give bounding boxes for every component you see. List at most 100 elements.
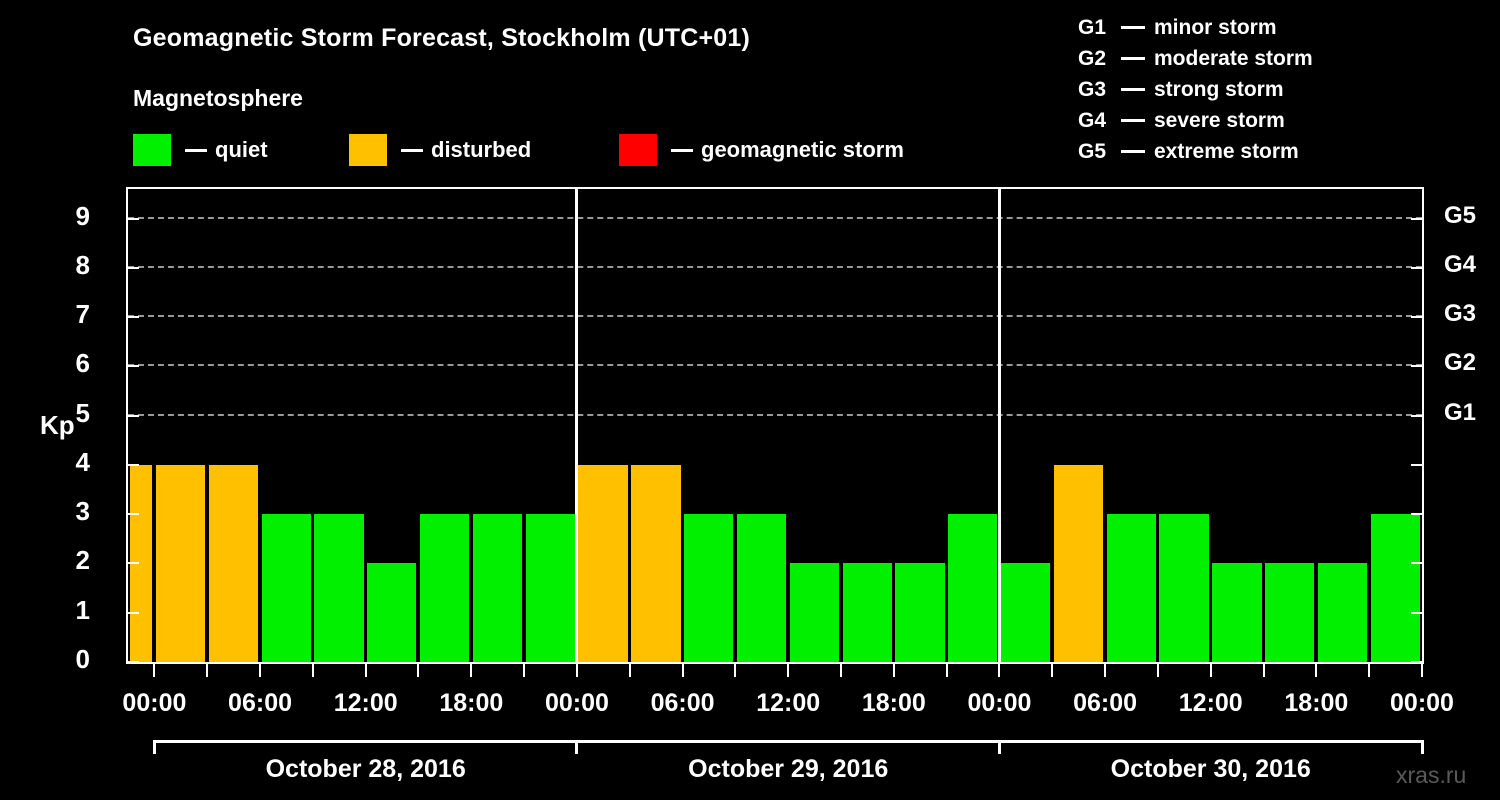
bar xyxy=(1000,563,1051,662)
g-legend-dash-icon xyxy=(1121,150,1145,153)
y-axis-tick-right xyxy=(1411,463,1422,466)
x-axis-tick xyxy=(681,664,684,677)
x-axis-tick xyxy=(1051,664,1054,677)
g-legend-text: minor storm xyxy=(1154,15,1277,39)
x-axis-label: 06:00 xyxy=(228,689,293,717)
bar xyxy=(1106,514,1156,662)
bar xyxy=(1159,514,1209,662)
y-axis-tick xyxy=(128,266,139,269)
right-axis-label-g4: G4 xyxy=(1444,250,1477,278)
plot-area xyxy=(126,187,1424,664)
bar xyxy=(208,464,259,662)
y-axis-tick-right xyxy=(1411,611,1422,614)
legend-item-2: geomagnetic storm xyxy=(619,133,904,167)
y-axis-tick-right xyxy=(1411,365,1422,368)
bar xyxy=(472,514,523,662)
y-axis-tick-right xyxy=(1411,316,1422,319)
x-axis-tick xyxy=(945,664,948,677)
x-axis-tick xyxy=(206,664,209,677)
day-separator xyxy=(575,189,579,662)
x-axis-tick xyxy=(1262,664,1265,677)
y-axis-label-6: 6 xyxy=(75,348,90,379)
bar xyxy=(419,514,470,662)
y-axis-tick xyxy=(128,414,139,417)
g-legend-code: G2 xyxy=(1078,46,1107,70)
g-legend-code: G1 xyxy=(1078,15,1107,39)
bar xyxy=(1053,464,1104,662)
g-legend-text: severe storm xyxy=(1154,108,1285,132)
y-axis-tick-right xyxy=(1411,414,1422,417)
x-axis-tick xyxy=(1368,664,1371,677)
y-axis-tick xyxy=(128,513,139,516)
g-legend-row-g1: G1 minor storm xyxy=(1078,12,1313,43)
legend-swatch-quiet xyxy=(133,134,171,166)
day-separator xyxy=(997,189,1001,662)
x-axis-tick xyxy=(1421,664,1423,677)
chart-subtitle: Magnetosphere xyxy=(133,85,303,111)
bar xyxy=(1212,563,1262,662)
legend-item-0: quiet xyxy=(133,133,268,167)
x-axis-label: 12:00 xyxy=(756,689,821,717)
y-axis-tick xyxy=(128,365,139,368)
g-scale-legend: G1 minor storm G2 moderate storm G3 strong st… xyxy=(1078,12,1313,167)
gridline-kp-7 xyxy=(128,315,1422,318)
g-legend-code: G5 xyxy=(1078,139,1107,163)
y-axis-label-2: 2 xyxy=(75,545,90,576)
day-bracket-line xyxy=(576,740,1000,743)
day-label: October 28, 2016 xyxy=(265,755,466,783)
day-label: October 30, 2016 xyxy=(1110,755,1311,783)
bar xyxy=(1370,514,1420,662)
x-axis-tick xyxy=(1156,664,1159,677)
bar xyxy=(1265,563,1315,662)
x-axis-tick xyxy=(998,664,1001,677)
y-axis-label-9: 9 xyxy=(75,200,90,231)
x-axis-label: 00:00 xyxy=(967,689,1032,717)
gridline-kp-8 xyxy=(128,265,1422,268)
day-bracket-line xyxy=(154,740,577,743)
y-axis-tick xyxy=(128,611,139,614)
bar xyxy=(789,563,840,662)
x-axis-label: 06:00 xyxy=(650,689,715,717)
watermark: xras.ru xyxy=(1396,762,1467,788)
day-label: October 29, 2016 xyxy=(688,755,889,783)
bar xyxy=(314,514,364,662)
x-axis-tick xyxy=(734,664,737,677)
y-axis-label-3: 3 xyxy=(75,496,90,527)
g-legend-row-g4: G4 severe storm xyxy=(1078,105,1313,136)
legend-label: quiet xyxy=(215,137,268,162)
page-title: Geomagnetic Storm Forecast, Stockholm (U… xyxy=(133,24,750,52)
g-legend-dash-icon xyxy=(1121,57,1145,60)
day-bracket-line xyxy=(999,740,1422,743)
day-bracket-tick xyxy=(1420,740,1424,754)
x-axis-tick xyxy=(892,664,895,677)
x-axis-label: 00:00 xyxy=(122,689,187,717)
g-legend-dash-icon xyxy=(1121,26,1145,29)
legend-dash-icon xyxy=(671,148,693,152)
x-axis-label: 12:00 xyxy=(1178,689,1243,717)
y-axis-tick xyxy=(128,661,139,663)
x-axis-tick xyxy=(417,664,420,677)
g-legend-row-g3: G3 strong storm xyxy=(1078,74,1313,105)
x-axis-label: 18:00 xyxy=(439,689,504,717)
g-legend-text: moderate storm xyxy=(1154,46,1313,70)
legend-dash-icon xyxy=(401,148,423,152)
x-axis-tick xyxy=(259,664,262,677)
y-axis-tick-right xyxy=(1411,562,1422,565)
x-axis-tick xyxy=(311,664,314,677)
bar xyxy=(842,563,892,662)
x-axis-label: 18:00 xyxy=(1284,689,1349,717)
g-legend-text: extreme storm xyxy=(1154,139,1299,163)
bar xyxy=(261,514,311,662)
y-axis-tick-right xyxy=(1411,217,1422,220)
y-axis-tick-right xyxy=(1411,513,1422,516)
g-legend-row-g2: G2 moderate storm xyxy=(1078,43,1313,74)
right-axis-label-g2: G2 xyxy=(1444,349,1477,377)
x-axis-tick xyxy=(628,664,631,677)
legend-label: disturbed xyxy=(431,137,532,162)
legend-dash-icon xyxy=(185,148,207,152)
x-axis-tick xyxy=(1209,664,1212,677)
y-axis-tick xyxy=(128,217,139,220)
x-axis-tick xyxy=(523,664,526,677)
gridline-kp-5 xyxy=(128,413,1422,416)
g-legend-code: G3 xyxy=(1078,77,1107,101)
